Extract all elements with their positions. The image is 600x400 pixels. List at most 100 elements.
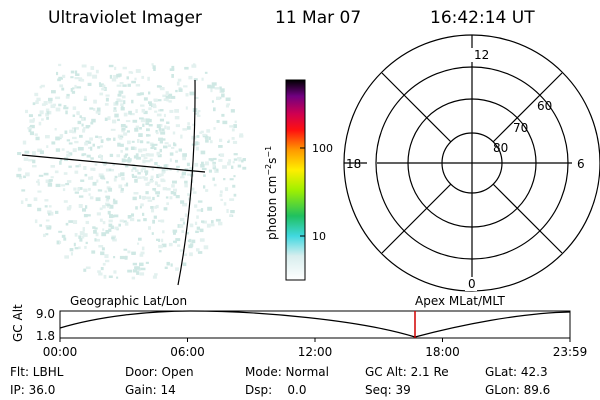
speckle bbox=[35, 100, 39, 105]
speckle bbox=[156, 113, 162, 117]
speckle bbox=[169, 152, 174, 156]
speckle bbox=[232, 161, 235, 164]
speckle bbox=[113, 200, 118, 205]
speckle bbox=[118, 73, 122, 77]
speckle bbox=[180, 134, 183, 139]
speckle bbox=[38, 174, 44, 177]
speckle bbox=[223, 202, 227, 206]
speckle bbox=[65, 183, 70, 186]
speckle bbox=[175, 267, 179, 271]
speckle bbox=[59, 240, 62, 244]
speckle bbox=[109, 153, 114, 157]
speckle bbox=[39, 224, 43, 227]
speckle bbox=[226, 209, 229, 213]
x-tick-label: 00:00 bbox=[43, 345, 78, 359]
speckle bbox=[120, 103, 124, 107]
speckle bbox=[85, 140, 90, 144]
speckle bbox=[33, 197, 38, 202]
speckle bbox=[58, 103, 62, 107]
speckle bbox=[111, 78, 117, 82]
speckle bbox=[99, 83, 104, 88]
speckle bbox=[156, 194, 160, 197]
speckle bbox=[158, 244, 163, 249]
speckle bbox=[77, 187, 83, 190]
speckle bbox=[143, 110, 148, 115]
speckle bbox=[194, 96, 199, 99]
speckle bbox=[113, 270, 117, 274]
speckle bbox=[100, 251, 105, 256]
speckle bbox=[127, 250, 131, 254]
speckle bbox=[99, 154, 102, 157]
speckle bbox=[153, 67, 156, 72]
speckle bbox=[171, 65, 175, 70]
speckle bbox=[89, 196, 94, 200]
speckle bbox=[159, 87, 165, 91]
speckle bbox=[103, 161, 107, 165]
speckle bbox=[39, 110, 44, 115]
y-tick-label: 1.8 bbox=[36, 329, 55, 343]
speckle bbox=[161, 169, 166, 173]
speckle bbox=[120, 188, 124, 191]
speckle bbox=[140, 92, 144, 96]
speckle bbox=[212, 163, 215, 168]
speckle bbox=[120, 124, 126, 128]
speckle bbox=[201, 167, 207, 171]
speckle bbox=[113, 256, 116, 259]
speckle bbox=[113, 198, 116, 202]
speckle bbox=[68, 220, 74, 223]
speckle bbox=[182, 128, 188, 131]
speckle bbox=[94, 238, 97, 242]
speckle bbox=[177, 244, 181, 247]
speckle bbox=[192, 123, 196, 126]
y-tick-label: 9.0 bbox=[36, 307, 55, 321]
speckle bbox=[63, 200, 68, 203]
speckle bbox=[98, 272, 103, 276]
speckle bbox=[214, 87, 219, 90]
speckle bbox=[131, 252, 136, 255]
speckle bbox=[119, 255, 125, 260]
speckle bbox=[48, 97, 53, 102]
speckle bbox=[95, 110, 101, 114]
speckle bbox=[74, 70, 78, 74]
speckle bbox=[187, 193, 191, 196]
speckle bbox=[165, 91, 169, 95]
speckle bbox=[104, 103, 109, 106]
speckle bbox=[28, 159, 33, 162]
speckle bbox=[208, 169, 212, 173]
speckle bbox=[44, 205, 48, 208]
speckle bbox=[105, 199, 110, 202]
speckle bbox=[74, 127, 79, 130]
speckle bbox=[72, 114, 76, 117]
speckle bbox=[138, 237, 142, 241]
speckle bbox=[114, 214, 119, 218]
speckle bbox=[102, 84, 106, 88]
speckle bbox=[183, 85, 188, 88]
panel-title: Geographic Lat/Lon bbox=[70, 294, 187, 308]
speckle bbox=[117, 142, 121, 147]
speckle bbox=[195, 141, 199, 146]
speckle bbox=[182, 153, 187, 157]
status-field: IP: 36.0 bbox=[10, 383, 55, 397]
speckle bbox=[152, 65, 156, 69]
speckle bbox=[175, 124, 180, 128]
speckle bbox=[125, 125, 128, 128]
speckle bbox=[106, 204, 111, 207]
speckle bbox=[120, 136, 124, 139]
exponent: −1 bbox=[264, 146, 273, 158]
speckle bbox=[114, 226, 119, 230]
status-field: Gain: 14 bbox=[125, 383, 176, 397]
speckle bbox=[100, 175, 105, 179]
speckle bbox=[138, 148, 143, 153]
speckle bbox=[72, 148, 77, 153]
speckle bbox=[81, 123, 84, 127]
speckle bbox=[107, 168, 112, 172]
colorbar-tick-label: 100 bbox=[312, 142, 333, 155]
speckle bbox=[237, 157, 242, 160]
speckle bbox=[48, 205, 52, 208]
speckle bbox=[176, 81, 180, 86]
speckle bbox=[98, 245, 104, 248]
speckle bbox=[58, 76, 63, 80]
speckle bbox=[134, 146, 137, 151]
speckle bbox=[120, 143, 124, 147]
speckle bbox=[38, 114, 42, 117]
